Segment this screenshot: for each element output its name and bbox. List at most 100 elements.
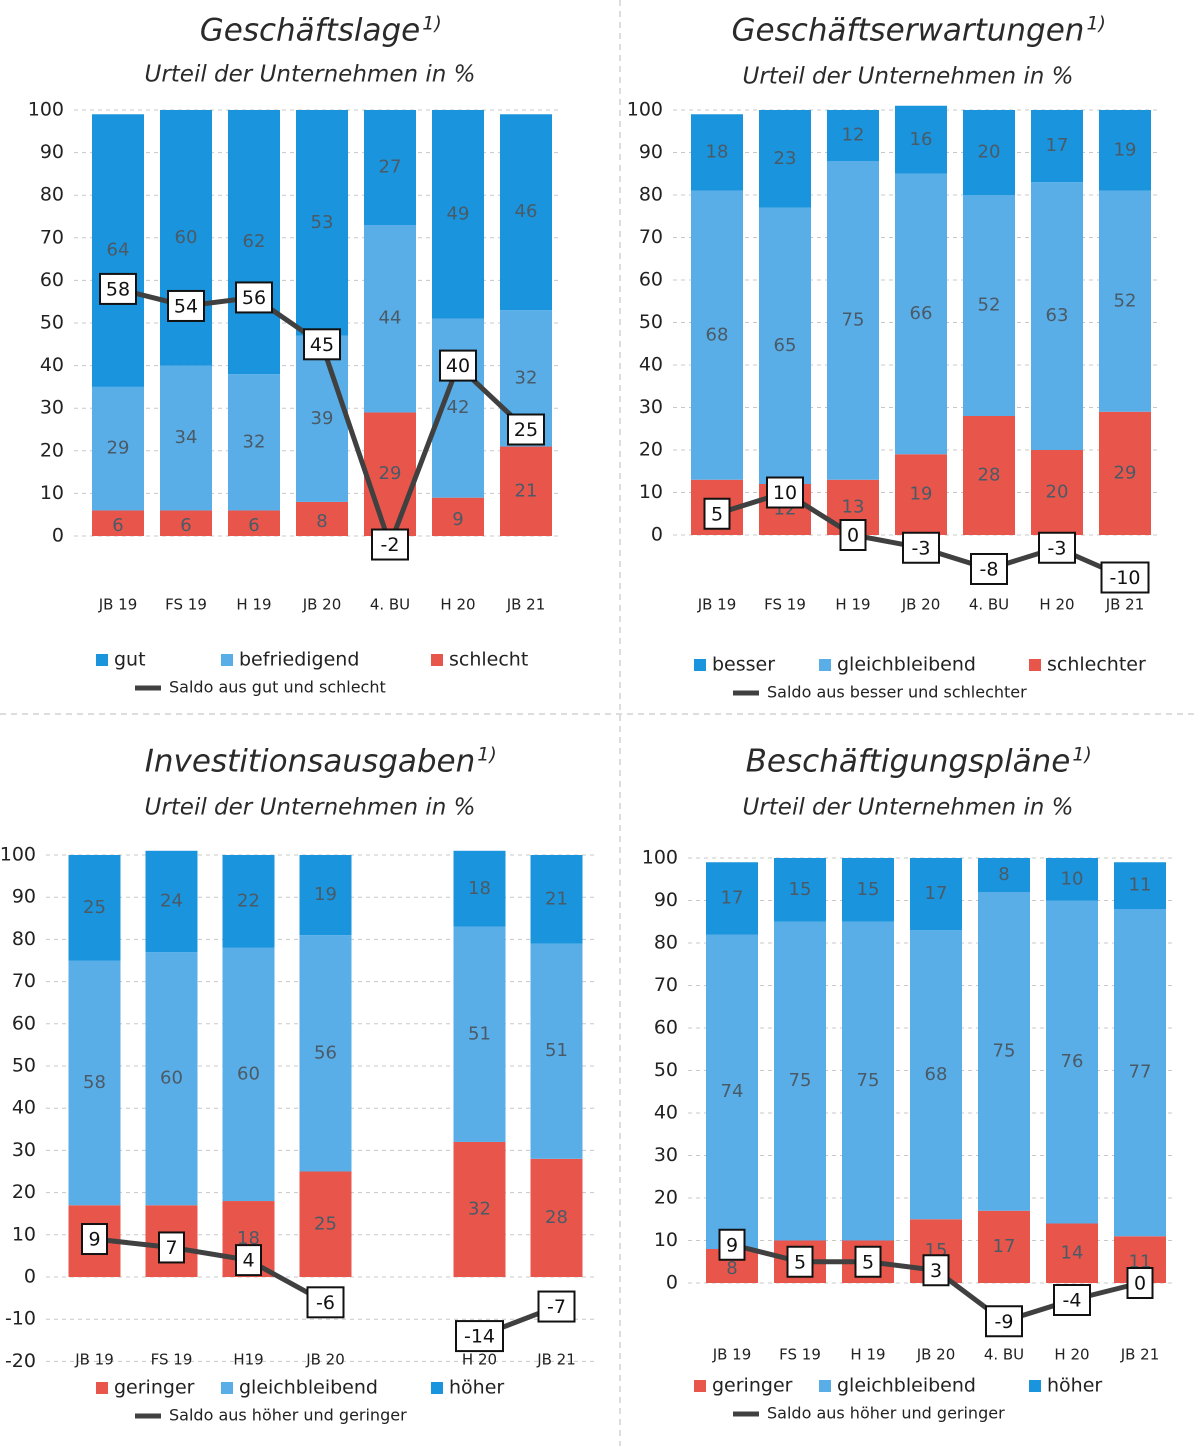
legend-label: Saldo aus höher und geringer xyxy=(767,1404,1005,1423)
segment-label: 22 xyxy=(237,890,260,911)
legend-swatch xyxy=(1029,659,1041,671)
bar-segment xyxy=(963,195,1015,416)
legend-label: geringer xyxy=(114,1377,195,1399)
segment-label: 63 xyxy=(1046,305,1069,326)
legend-swatch xyxy=(1029,1380,1041,1392)
legend-label: gleichbleibend xyxy=(239,1377,378,1399)
segment-label: 65 xyxy=(774,335,797,356)
bar-segment xyxy=(978,858,1030,892)
segment-label: 75 xyxy=(842,309,865,330)
segment-label: 18 xyxy=(237,1228,260,1249)
segment-label: 75 xyxy=(789,1070,812,1091)
segment-label: 15 xyxy=(789,879,812,900)
segment-label: 21 xyxy=(515,480,538,501)
x-tick-label: FS 19 xyxy=(764,596,806,614)
x-tick-label: FS 19 xyxy=(779,1346,821,1364)
saldo-box xyxy=(99,272,137,305)
legend-swatch xyxy=(694,659,706,671)
saldo-label: 7 xyxy=(165,1237,177,1259)
segment-label: 52 xyxy=(1114,290,1137,311)
y-tick-label: 40 xyxy=(12,1097,36,1119)
y-tick-label: 50 xyxy=(40,312,64,334)
segment-label: 28 xyxy=(545,1207,568,1228)
legend-swatch xyxy=(431,1382,443,1394)
segment-label: 32 xyxy=(515,367,538,388)
y-tick-label: 0 xyxy=(651,524,663,546)
saldo-label: 5 xyxy=(862,1251,874,1273)
bar-segment xyxy=(963,110,1015,195)
saldo-label: 0 xyxy=(847,525,859,547)
x-tick-label: JB 21 xyxy=(536,1351,576,1369)
saldo-box xyxy=(455,1320,504,1353)
segment-label: 19 xyxy=(910,484,933,505)
saldo-label: -3 xyxy=(912,537,931,559)
saldo-box xyxy=(507,413,545,446)
bar-segment xyxy=(895,173,947,455)
saldo-label: -9 xyxy=(995,1311,1014,1333)
segment-label: 68 xyxy=(925,1064,948,1085)
bar-segment xyxy=(296,335,348,502)
saldo-box xyxy=(970,553,1008,585)
bar-segment xyxy=(691,114,743,191)
bar-segment xyxy=(842,921,894,1241)
saldo-label: -6 xyxy=(316,1292,335,1314)
legend-swatch xyxy=(819,659,831,671)
legend-swatch xyxy=(221,1382,233,1394)
segment-label: 25 xyxy=(83,897,106,918)
bar-segment xyxy=(910,930,962,1220)
y-tick-label: 10 xyxy=(12,1223,36,1245)
segment-label: 6 xyxy=(248,515,259,536)
bar-segment xyxy=(827,110,879,161)
segment-label: 13 xyxy=(842,496,865,517)
y-tick-label: 90 xyxy=(654,889,678,911)
y-tick-label: 20 xyxy=(12,1181,36,1203)
x-tick-label: H 19 xyxy=(236,596,271,614)
bar-segment xyxy=(500,114,552,311)
segment-label: 66 xyxy=(910,303,933,324)
bar-segment xyxy=(827,161,879,480)
bar-segment xyxy=(774,858,826,922)
chart-title: Beschäftigungspläne xyxy=(746,744,1071,780)
segment-label: 58 xyxy=(83,1072,106,1093)
title-footnote: 1) xyxy=(1072,744,1092,766)
chart-subtitle: Urteil der Unternehmen in % xyxy=(145,62,476,88)
segment-label: 29 xyxy=(107,438,130,459)
segment-label: 18 xyxy=(468,878,491,899)
bar-segment xyxy=(774,921,826,1241)
y-tick-label: 100 xyxy=(28,99,64,121)
bar-segment xyxy=(364,225,416,413)
segment-label: 17 xyxy=(721,887,744,908)
legend-label: geringer xyxy=(712,1375,793,1397)
segment-label: 60 xyxy=(175,227,198,248)
saldo-box xyxy=(371,528,409,561)
saldo-box xyxy=(306,1286,345,1319)
segment-label: 17 xyxy=(993,1236,1016,1257)
bar-segment xyxy=(759,110,811,208)
segment-label: 11 xyxy=(1129,875,1152,896)
bar-segment xyxy=(68,960,121,1206)
saldo-label: -10 xyxy=(1109,567,1140,589)
y-tick-label: 100 xyxy=(627,99,663,121)
bar-segment xyxy=(1031,182,1083,450)
segment-label: 75 xyxy=(993,1040,1016,1061)
saldo-label: 3 xyxy=(930,1260,942,1282)
bar-segment xyxy=(706,862,758,935)
y-tick-label: 50 xyxy=(654,1059,678,1081)
saldo-box xyxy=(537,1290,576,1323)
x-tick-label: JB 20 xyxy=(305,1351,345,1369)
x-tick-label: H 19 xyxy=(835,596,870,614)
saldo-label: 5 xyxy=(711,503,723,525)
bar-segment xyxy=(145,952,198,1206)
y-tick-label: 50 xyxy=(639,311,663,333)
segment-label: 75 xyxy=(857,1070,880,1091)
segment-label: 53 xyxy=(311,212,334,233)
saldo-label: 10 xyxy=(773,482,797,504)
x-tick-label: JB 21 xyxy=(1105,596,1145,614)
saldo-box xyxy=(839,519,867,551)
bar-segment xyxy=(1099,190,1151,412)
bar-segment xyxy=(910,858,962,931)
legend-swatch xyxy=(431,654,443,666)
x-tick-label: 4. BU xyxy=(370,596,410,614)
y-tick-label: 30 xyxy=(639,396,663,418)
